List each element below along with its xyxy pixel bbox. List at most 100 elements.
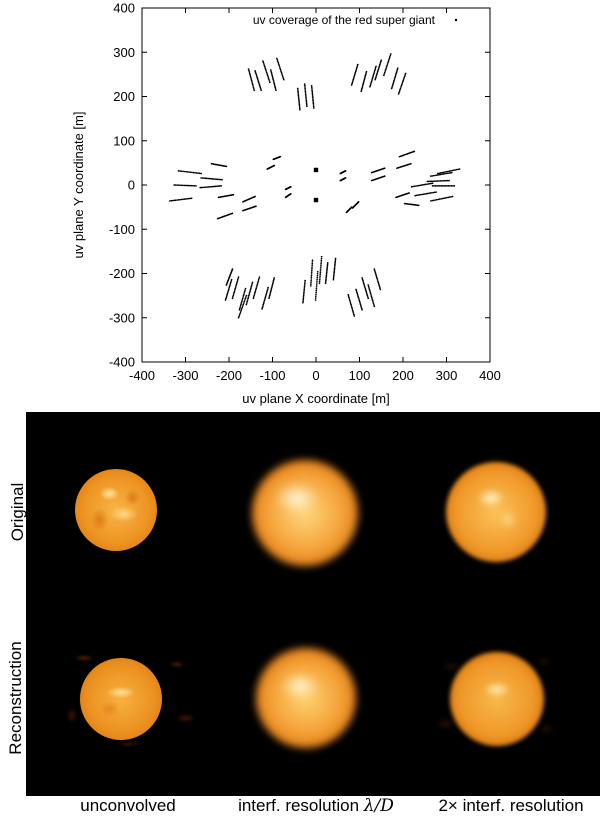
uv-point: [299, 108, 301, 111]
uv-point: [187, 197, 190, 200]
uv-point: [241, 299, 244, 301]
lambda-over-d-symbol: λ/D: [363, 796, 394, 816]
uv-point: [174, 184, 177, 186]
uv-point: [413, 185, 416, 188]
uv-point: [450, 195, 452, 198]
uv-track: [361, 277, 370, 300]
uv-point: [355, 69, 357, 71]
uv-track: [242, 205, 257, 212]
uv-point: [332, 278, 335, 281]
row-label-reconstruction: Reconstruction: [6, 641, 25, 755]
uv-point: [438, 173, 441, 176]
uv-point: [368, 289, 371, 292]
uv-point: [250, 284, 253, 287]
uv-point: [353, 76, 355, 78]
uv-point: [243, 299, 246, 301]
uv-point: [326, 266, 329, 268]
uv-point: [201, 177, 204, 179]
uv-point: [315, 287, 318, 290]
x-tick-label: 0: [312, 368, 319, 383]
uv-point: [454, 169, 457, 171]
uv-point: [326, 268, 328, 271]
uv-point: [310, 283, 312, 286]
uv-point: [303, 291, 305, 294]
uv-point: [247, 294, 250, 297]
uv-point: [266, 289, 269, 292]
uv-point: [364, 287, 367, 290]
uv-point: [240, 301, 243, 304]
uv-point: [255, 72, 257, 75]
uv-point: [364, 74, 367, 77]
uv-point: [209, 185, 211, 188]
uv-track: [266, 164, 276, 170]
uv-track: [332, 257, 337, 281]
uv-point: [333, 268, 336, 271]
uv-point: [325, 274, 328, 276]
uv-point: [360, 307, 363, 310]
uv-point: [325, 279, 327, 282]
uv-track: [350, 63, 359, 86]
uv-point: [305, 99, 308, 102]
uv-point: [303, 282, 306, 285]
uv-point: [438, 172, 441, 175]
uv-point: [334, 261, 336, 264]
uv-point: [310, 273, 313, 275]
uv-point: [235, 283, 238, 285]
uv-point: [424, 183, 427, 186]
uv-point: [450, 169, 452, 172]
uv-track: [309, 259, 314, 287]
y-tick-label: 0: [128, 178, 135, 193]
uv-point: [254, 288, 257, 291]
uv-track: [268, 277, 276, 300]
uv-point: [267, 75, 269, 78]
uv-point: [448, 196, 451, 198]
uv-point: [176, 184, 178, 186]
uv-point: [182, 170, 184, 173]
uv-point: [365, 292, 368, 294]
uv-point: [303, 83, 306, 85]
uv-point: [297, 97, 300, 100]
uv-point: [371, 299, 374, 302]
uv-point: [190, 184, 193, 187]
image-panel: [26, 412, 600, 796]
uv-point: [355, 289, 358, 292]
uv-point: [258, 84, 261, 86]
uv-track: [272, 155, 282, 161]
uv-point: [310, 271, 313, 274]
uv-point: [361, 86, 364, 89]
uv-point: [445, 170, 448, 173]
uv-point: [272, 79, 275, 82]
uv-point: [429, 175, 432, 177]
uv-point: [392, 82, 395, 84]
uv-track: [284, 193, 292, 199]
uv-point: [404, 72, 407, 75]
uv-point: [243, 290, 246, 293]
uv-point: [195, 172, 198, 174]
uv-point: [177, 199, 180, 201]
plot-frame: [141, 7, 491, 363]
uv-point: [378, 284, 381, 287]
uv-point: [270, 289, 272, 291]
uv-point: [182, 198, 184, 201]
uv-point: [282, 77, 285, 80]
x-axis-title: uv plane X coordinate [m]: [242, 391, 389, 406]
uv-point: [214, 185, 217, 188]
uv-point: [360, 89, 363, 91]
uv-point: [249, 73, 251, 76]
uv-point: [334, 259, 337, 261]
uv-point: [316, 270, 319, 273]
uv-point: [262, 305, 264, 307]
uv-point: [265, 292, 268, 295]
uv-point: [439, 172, 442, 174]
uv-point: [354, 71, 357, 74]
uv-point: [326, 262, 329, 264]
uv-point: [276, 59, 279, 61]
uv-point: [219, 178, 222, 181]
uv-point: [235, 284, 237, 287]
uv-point: [248, 291, 251, 294]
uv-point: [367, 285, 370, 288]
uv-point: [311, 96, 314, 99]
uv-point: [353, 74, 356, 77]
uv-point: [188, 171, 190, 173]
uv-point: [259, 88, 262, 90]
